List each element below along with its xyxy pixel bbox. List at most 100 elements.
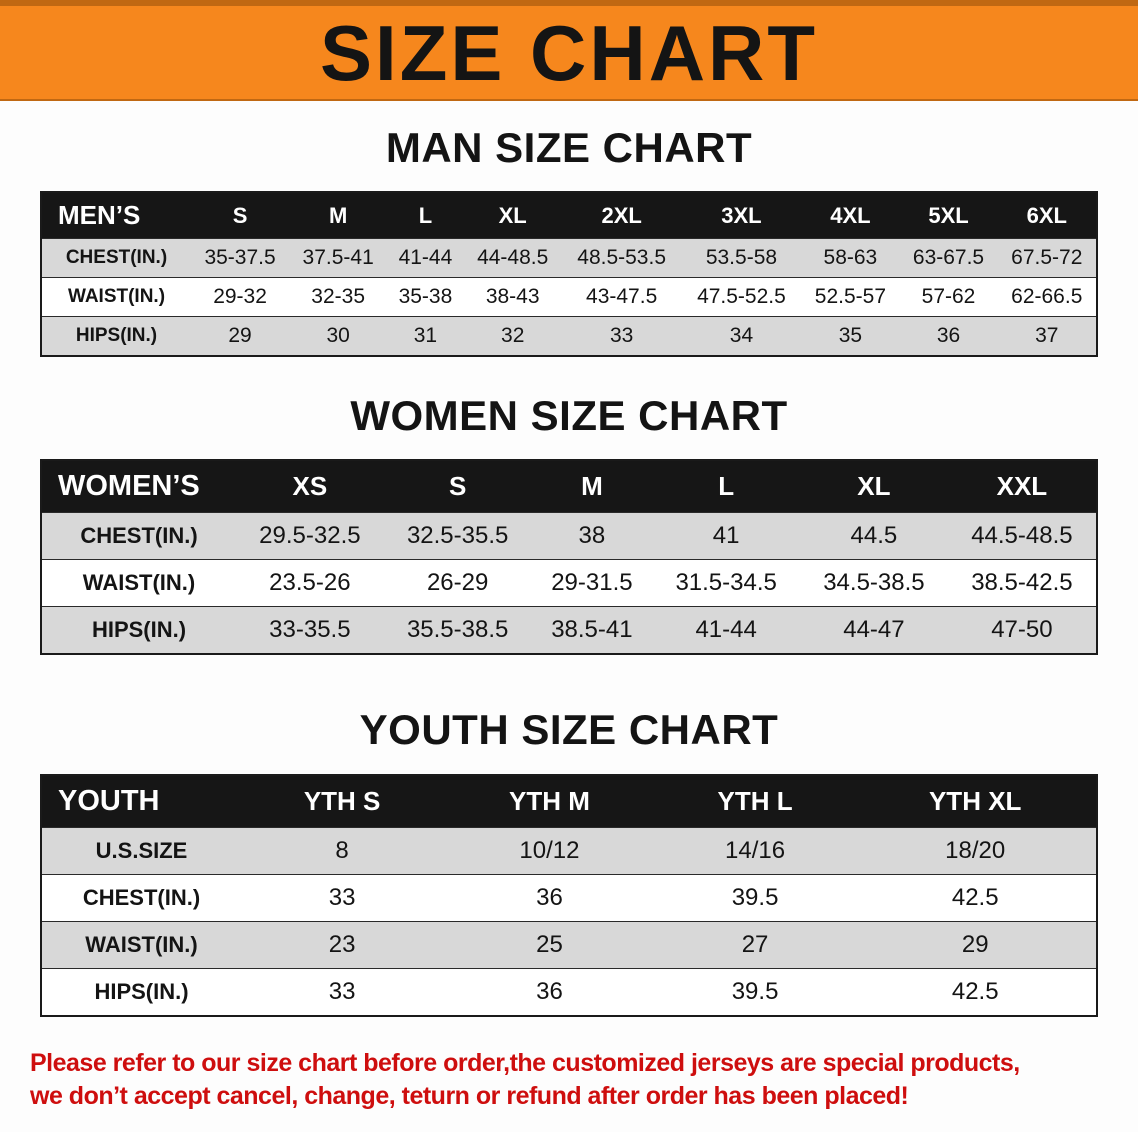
size-table-row: WAIST(IN.) 23.5-26 26-29 29-31.5 31.5-34.5 34…: [41, 559, 1097, 608]
size-value-cell: 29: [854, 920, 1097, 969]
size-value-cell: 39.5: [655, 967, 855, 1017]
size-value-cell: 10/12: [443, 826, 656, 875]
row-label-cell: WAIST(IN.): [41, 920, 241, 969]
row-label-cell: U.S.SIZE: [41, 826, 241, 875]
size-column-header: XXL: [947, 459, 1097, 514]
row-label-cell: CHEST(IN.): [41, 873, 241, 922]
size-value-cell: 41: [652, 512, 801, 561]
youth-size-section: YOUTH SIZE CHART YOUTH YTH S YTH M YTH L YTH…: [0, 706, 1138, 1017]
size-value-cell: 23: [241, 920, 444, 969]
youth-section-heading: YOUTH SIZE CHART: [359, 706, 779, 754]
row-label-cell: HIPS(IN.): [41, 606, 236, 655]
size-column-header: S: [191, 191, 290, 240]
size-value-cell: 8: [241, 826, 444, 875]
size-value-cell: 42.5: [854, 967, 1097, 1017]
size-value-cell: 38-43: [463, 277, 562, 318]
size-value-cell: 37: [997, 316, 1097, 357]
size-value-cell: 44.5: [800, 512, 948, 561]
size-value-cell: 32: [463, 316, 562, 357]
size-column-header: 6XL: [997, 191, 1097, 240]
size-value-cell: 53.5-58: [681, 238, 802, 279]
size-column-header: S: [383, 459, 532, 514]
size-column-header: XS: [236, 459, 384, 514]
size-value-cell: 37.5-41: [289, 238, 388, 279]
size-value-cell: 44-48.5: [463, 238, 562, 279]
size-value-cell: 43-47.5: [561, 277, 682, 318]
size-value-cell: 29-31.5: [531, 559, 653, 608]
size-value-cell: 32.5-35.5: [383, 512, 532, 561]
women-size-section: WOMEN SIZE CHART WOMEN’S XS S M L XL XXL CHEST(…: [0, 392, 1138, 656]
size-value-cell: 57-62: [899, 277, 998, 318]
size-table-row: CHEST(IN.) 35-37.5 37.5-41 41-44 44-48.5 48.5…: [41, 238, 1097, 279]
size-table-row: WAIST(IN.) 29-32 32-35 35-38 38-43 43-47.5 47.…: [41, 277, 1097, 318]
size-value-cell: 36: [443, 873, 656, 922]
row-label-cell: HIPS(IN.): [41, 967, 241, 1017]
size-value-cell: 32-35: [289, 277, 388, 318]
size-value-cell: 30: [289, 316, 388, 357]
size-value-cell: 52.5-57: [801, 277, 900, 318]
size-column-header: 4XL: [801, 191, 900, 240]
size-value-cell: 27: [655, 920, 855, 969]
size-column-header: 2XL: [561, 191, 682, 240]
size-value-cell: 34: [681, 316, 802, 357]
row-label-cell: WAIST(IN.): [41, 559, 236, 608]
size-value-cell: 23.5-26: [236, 559, 384, 608]
table-title-cell: WOMEN’S: [41, 459, 236, 514]
size-value-cell: 14/16: [655, 826, 855, 875]
table-title-cell: MEN’S: [41, 191, 191, 240]
women-size-table: WOMEN’S XS S M L XL XXL CHEST(IN.) 29.5-32.5 32.5…: [40, 459, 1098, 656]
size-value-cell: 47-50: [947, 606, 1097, 655]
size-chart-banner: SIZE CHART: [0, 0, 1138, 101]
size-column-header: M: [531, 459, 653, 514]
row-label-cell: HIPS(IN.): [41, 316, 191, 357]
size-value-cell: 47.5-52.5: [681, 277, 802, 318]
size-value-cell: 58-63: [801, 238, 900, 279]
size-value-cell: 29-32: [191, 277, 290, 318]
size-table-row: HIPS(IN.) 33-35.5 35.5-38.5 38.5-41 41-44 44-…: [41, 606, 1097, 655]
table-title-cell: YOUTH: [41, 774, 241, 828]
size-value-cell: 41-44: [387, 238, 464, 279]
size-table-row: HIPS(IN.) 29 30 31 32 33 34 35 36 37: [41, 316, 1097, 357]
size-column-header: XL: [800, 459, 948, 514]
size-value-cell: 33: [241, 873, 444, 922]
page-title: SIZE CHART: [320, 8, 818, 97]
size-value-cell: 29: [191, 316, 290, 357]
size-value-cell: 26-29: [383, 559, 532, 608]
size-value-cell: 63-67.5: [899, 238, 998, 279]
size-column-header: XL: [463, 191, 562, 240]
size-value-cell: 38.5-42.5: [947, 559, 1097, 608]
size-value-cell: 29.5-32.5: [236, 512, 384, 561]
size-value-cell: 48.5-53.5: [561, 238, 682, 279]
size-value-cell: 38: [531, 512, 653, 561]
size-value-cell: 62-66.5: [997, 277, 1097, 318]
men-section-heading: MAN SIZE CHART: [385, 124, 753, 171]
size-table-row: HIPS(IN.) 33 36 39.5 42.5: [41, 967, 1097, 1017]
size-value-cell: 44-47: [800, 606, 948, 655]
size-column-header: YTH XL: [854, 774, 1097, 828]
size-value-cell: 25: [443, 920, 656, 969]
size-value-cell: 42.5: [854, 873, 1097, 922]
size-value-cell: 35: [801, 316, 900, 357]
women-section-heading: WOMEN SIZE CHART: [350, 392, 788, 440]
size-value-cell: 34.5-38.5: [800, 559, 948, 608]
size-value-cell: 31.5-34.5: [652, 559, 801, 608]
men-size-section: MAN SIZE CHART MEN’S S M L XL 2XL 3XL 4XL 5XL 6XL…: [0, 124, 1138, 358]
size-value-cell: 38.5-41: [531, 606, 653, 655]
men-size-table: MEN’S S M L XL 2XL 3XL 4XL 5XL 6XL CHEST(IN.) 35-37…: [40, 191, 1098, 358]
size-value-cell: 44.5-48.5: [947, 512, 1097, 561]
size-column-header: YTH M: [443, 774, 656, 828]
disclaimer-line-1: Please refer to our size chart before or…: [30, 1048, 1020, 1077]
size-table-row: U.S.SIZE 8 10/12 14/16 18/20: [41, 826, 1097, 875]
disclaimer-line-2: we don’t accept cancel, change, teturn o…: [30, 1082, 909, 1111]
size-column-header: L: [387, 191, 464, 240]
size-column-header: M: [289, 191, 388, 240]
size-value-cell: 33: [241, 967, 444, 1017]
row-label-cell: CHEST(IN.): [41, 238, 191, 279]
size-column-header: YTH S: [241, 774, 444, 828]
size-value-cell: 35-37.5: [191, 238, 290, 279]
size-value-cell: 31: [387, 316, 464, 357]
size-value-cell: 67.5-72: [997, 238, 1097, 279]
size-value-cell: 39.5: [655, 873, 855, 922]
size-table-row: CHEST(IN.) 29.5-32.5 32.5-35.5 38 41 44.5 44.5…: [41, 512, 1097, 561]
size-table-row: CHEST(IN.) 33 36 39.5 42.5: [41, 873, 1097, 922]
